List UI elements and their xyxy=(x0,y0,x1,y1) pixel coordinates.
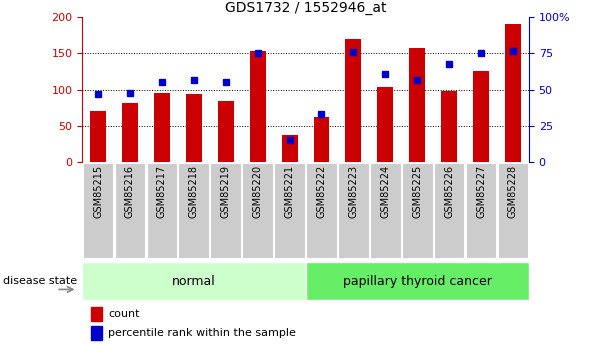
FancyBboxPatch shape xyxy=(179,163,209,258)
Bar xyxy=(345,39,361,162)
Bar xyxy=(441,91,457,162)
Text: count: count xyxy=(108,309,140,319)
Bar xyxy=(250,51,266,162)
Bar xyxy=(90,111,106,162)
Text: GSM85222: GSM85222 xyxy=(317,165,326,218)
FancyBboxPatch shape xyxy=(243,163,273,258)
Text: percentile rank within the sample: percentile rank within the sample xyxy=(108,328,296,338)
Bar xyxy=(473,71,489,162)
Text: GSM85224: GSM85224 xyxy=(381,165,390,218)
FancyBboxPatch shape xyxy=(306,163,337,258)
FancyBboxPatch shape xyxy=(82,262,305,300)
Text: GSM85221: GSM85221 xyxy=(285,165,294,218)
Bar xyxy=(282,135,297,162)
FancyBboxPatch shape xyxy=(210,163,241,258)
Text: GSM85228: GSM85228 xyxy=(508,165,518,218)
Bar xyxy=(186,94,202,162)
FancyBboxPatch shape xyxy=(274,163,305,258)
Text: GSM85225: GSM85225 xyxy=(412,165,422,218)
Bar xyxy=(218,101,233,162)
Text: GSM85223: GSM85223 xyxy=(348,165,358,218)
FancyBboxPatch shape xyxy=(402,163,432,258)
Bar xyxy=(409,48,425,162)
FancyBboxPatch shape xyxy=(466,163,496,258)
Text: papillary thyroid cancer: papillary thyroid cancer xyxy=(343,275,492,288)
FancyBboxPatch shape xyxy=(115,163,145,258)
Text: GSM85219: GSM85219 xyxy=(221,165,230,218)
Text: GSM85218: GSM85218 xyxy=(189,165,199,218)
Bar xyxy=(505,24,521,162)
FancyBboxPatch shape xyxy=(370,163,401,258)
Text: GSM85215: GSM85215 xyxy=(93,165,103,218)
FancyBboxPatch shape xyxy=(434,163,465,258)
FancyBboxPatch shape xyxy=(147,163,177,258)
Text: disease state: disease state xyxy=(3,276,77,286)
Bar xyxy=(91,326,102,339)
Title: GDS1732 / 1552946_at: GDS1732 / 1552946_at xyxy=(225,1,386,15)
Text: GSM85226: GSM85226 xyxy=(444,165,454,218)
Bar xyxy=(91,307,102,321)
FancyBboxPatch shape xyxy=(338,163,368,258)
FancyBboxPatch shape xyxy=(83,163,113,258)
FancyBboxPatch shape xyxy=(498,163,528,258)
Text: GSM85217: GSM85217 xyxy=(157,165,167,218)
Text: GSM85220: GSM85220 xyxy=(253,165,263,218)
Text: GSM85216: GSM85216 xyxy=(125,165,135,218)
Bar xyxy=(122,104,138,162)
Text: normal: normal xyxy=(172,275,216,288)
Bar xyxy=(314,117,330,162)
Bar xyxy=(154,93,170,162)
FancyBboxPatch shape xyxy=(305,262,529,300)
Text: GSM85227: GSM85227 xyxy=(476,165,486,218)
Bar xyxy=(378,87,393,162)
